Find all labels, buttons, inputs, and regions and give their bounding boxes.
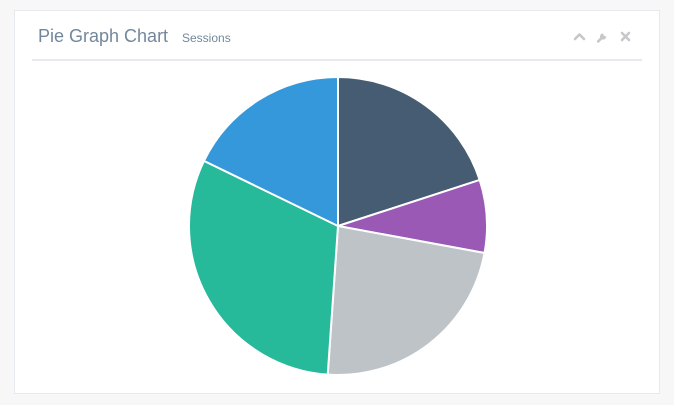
panel-toolbox xyxy=(573,30,632,43)
pie-chart xyxy=(188,76,488,376)
pie-chart-area xyxy=(15,61,661,393)
pie-slice-3[interactable] xyxy=(326,225,486,376)
panel-header: Pie Graph Chart Sessions xyxy=(32,11,642,61)
pie-slice-1[interactable] xyxy=(337,76,481,227)
pie-slice-5[interactable] xyxy=(202,76,339,227)
pie-slice-4[interactable] xyxy=(188,159,339,376)
close-icon[interactable] xyxy=(619,30,632,43)
panel-title: Pie Graph Chart xyxy=(38,26,169,46)
wrench-icon[interactable] xyxy=(596,30,609,43)
chart-panel: Pie Graph Chart Sessions xyxy=(14,10,660,394)
panel-subtitle: Sessions xyxy=(182,31,231,45)
chevron-up-icon[interactable] xyxy=(573,30,586,43)
